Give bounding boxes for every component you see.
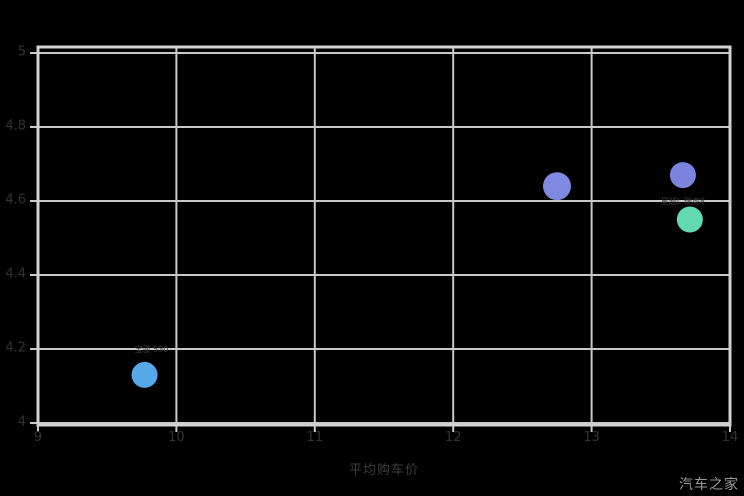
x-tick-label: 12 [445,430,462,445]
bubble-label: 星越L 瑞虎8 [661,196,705,206]
x-tick-label: 13 [583,430,600,445]
x-tick-label: 10 [168,430,185,445]
data-bubble [669,162,696,189]
plot-border [36,45,732,427]
autohome-watermark: 汽车之家 [679,477,739,493]
y-tick-label: 4 [18,415,26,430]
y-tick-label: 4.2 [5,341,26,356]
data-bubble [131,361,158,388]
x-tick-label: 9 [34,430,42,445]
y-tick-label: 5 [18,45,26,60]
x-tick-label: 11 [307,430,324,445]
x-tick-label: 14 [722,430,739,445]
y-tick-label: 4.4 [5,267,26,282]
data-bubble [543,172,571,201]
y-tick-label: 4.8 [5,119,26,134]
x-axis-title: 平均购车价 [348,463,420,478]
y-tick-label: 4.6 [5,193,26,208]
bubble-label: 宝骏 530 [135,344,169,354]
data-bubble [676,206,703,233]
